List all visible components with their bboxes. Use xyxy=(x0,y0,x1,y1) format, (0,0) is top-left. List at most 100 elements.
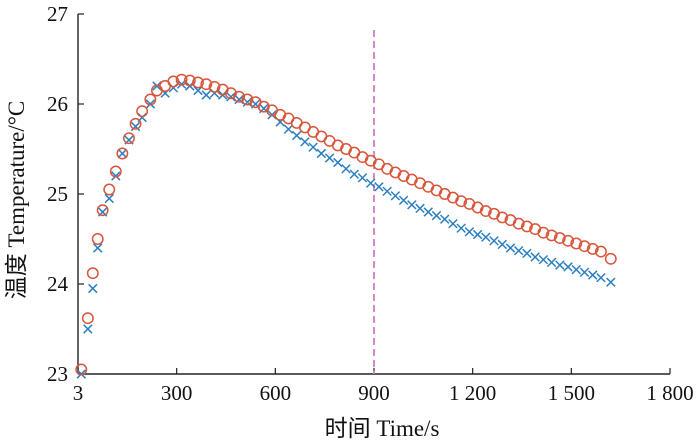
circle-marker-point xyxy=(86,267,99,280)
circle-marker-point xyxy=(136,105,149,118)
x-marker-point xyxy=(83,324,93,334)
x-marker-point xyxy=(497,239,507,250)
y-tick-label: 24 xyxy=(47,272,69,296)
x-marker-point xyxy=(481,232,491,242)
x-tick-label: 1 800 xyxy=(646,381,693,405)
x-marker-point xyxy=(333,157,343,168)
x-marker-point xyxy=(242,97,253,107)
x-marker-point xyxy=(407,200,417,210)
circle-marker-point xyxy=(562,234,574,247)
x-tick-label: 900 xyxy=(358,381,390,405)
x-marker-point xyxy=(308,142,318,152)
circle-marker-point xyxy=(116,147,129,160)
circle-marker-point xyxy=(604,252,617,265)
x-marker-point xyxy=(522,248,532,259)
x-marker-point xyxy=(390,191,401,201)
circle-marker-point xyxy=(109,165,122,178)
y-tick-label: 25 xyxy=(47,182,68,206)
x-marker-point xyxy=(193,85,203,96)
circle-marker-point xyxy=(586,242,599,255)
x-marker-point xyxy=(130,121,141,132)
circle-marker-point xyxy=(512,217,525,230)
x-marker-point xyxy=(104,193,114,204)
x-marker-point xyxy=(513,245,524,256)
circle-marker-point xyxy=(144,93,157,106)
x-marker-point xyxy=(201,90,211,100)
x-marker-point xyxy=(431,210,442,221)
x-marker-point xyxy=(489,236,499,246)
x-marker-point xyxy=(398,195,409,206)
x-marker-point xyxy=(93,243,103,253)
circle-marker-point xyxy=(75,363,88,376)
x-marker-point xyxy=(439,214,450,224)
x-axis-title: 时间 Time/s xyxy=(325,416,440,441)
circle-marker-point xyxy=(553,232,566,245)
circle-marker-point xyxy=(479,205,492,218)
x-marker-point xyxy=(349,169,359,179)
circle-marker-point xyxy=(520,220,533,233)
circle-marker-point xyxy=(175,73,188,86)
x-marker-point xyxy=(226,92,236,102)
y-tick-label: 23 xyxy=(47,362,68,386)
y-axis-title: 温度 Temperature/°C xyxy=(4,101,29,300)
circle-marker-point xyxy=(241,93,254,106)
x-marker-point xyxy=(300,137,310,147)
x-marker-point xyxy=(596,272,606,283)
x-marker-point xyxy=(563,262,573,272)
tick-labels: 3 300 600 900 1 200 1 500 1 800 23 24 25 26 27 xyxy=(47,2,694,405)
circle-marker-point xyxy=(233,90,246,103)
x-marker-point xyxy=(538,254,549,265)
circle-marker-point xyxy=(537,226,550,239)
circle-marker-point xyxy=(129,117,142,130)
series-x-markers xyxy=(76,79,616,379)
x-marker-point xyxy=(88,283,98,294)
x-marker-point xyxy=(291,130,302,141)
circle-marker-point xyxy=(103,183,116,196)
x-marker-point xyxy=(505,243,516,253)
circle-marker-point xyxy=(594,245,607,258)
circle-marker-point xyxy=(96,204,109,217)
x-marker-point xyxy=(555,260,565,270)
x-marker-point xyxy=(341,164,351,174)
circle-marker-point xyxy=(81,312,94,325)
x-marker-point xyxy=(472,229,483,240)
x-marker-point xyxy=(316,148,327,159)
x-marker-point xyxy=(423,207,433,217)
x-marker-point xyxy=(357,173,368,183)
circle-marker-point xyxy=(496,211,509,224)
x-marker-point xyxy=(530,252,540,262)
series-circle-markers xyxy=(75,73,617,376)
x-tick-label: 1 500 xyxy=(548,381,595,405)
y-tick-label: 26 xyxy=(47,92,68,116)
x-marker-point xyxy=(571,264,581,275)
x-marker-point xyxy=(324,153,335,163)
x-marker-point xyxy=(283,124,294,134)
x-tick-label: 3 xyxy=(73,381,84,405)
x-tick-label: 300 xyxy=(161,381,193,405)
circle-marker-point xyxy=(578,240,591,253)
circle-marker-point xyxy=(183,74,196,87)
circle-marker-point xyxy=(167,75,180,88)
x-marker-point xyxy=(464,227,475,237)
circle-marker-point xyxy=(91,233,104,245)
x-tick-label: 600 xyxy=(260,381,292,405)
circle-marker-point xyxy=(455,195,468,208)
circle-marker-point xyxy=(192,76,204,89)
circle-marker-point xyxy=(200,78,213,91)
y-tick-label: 27 xyxy=(47,2,68,26)
x-marker-point xyxy=(448,218,458,229)
x-marker-point xyxy=(365,178,376,188)
x-marker-point xyxy=(606,277,616,287)
x-marker-point xyxy=(415,203,425,214)
x-marker-point xyxy=(117,148,128,159)
circle-marker-point xyxy=(123,132,135,145)
circle-marker-point xyxy=(208,80,221,93)
x-marker-point xyxy=(546,257,557,268)
circle-marker-point xyxy=(545,229,558,242)
x-marker-point xyxy=(234,94,244,105)
x-marker-point xyxy=(579,267,590,278)
x-marker-point xyxy=(456,223,466,233)
x-marker-point xyxy=(587,270,598,280)
circle-marker-point xyxy=(570,237,583,250)
